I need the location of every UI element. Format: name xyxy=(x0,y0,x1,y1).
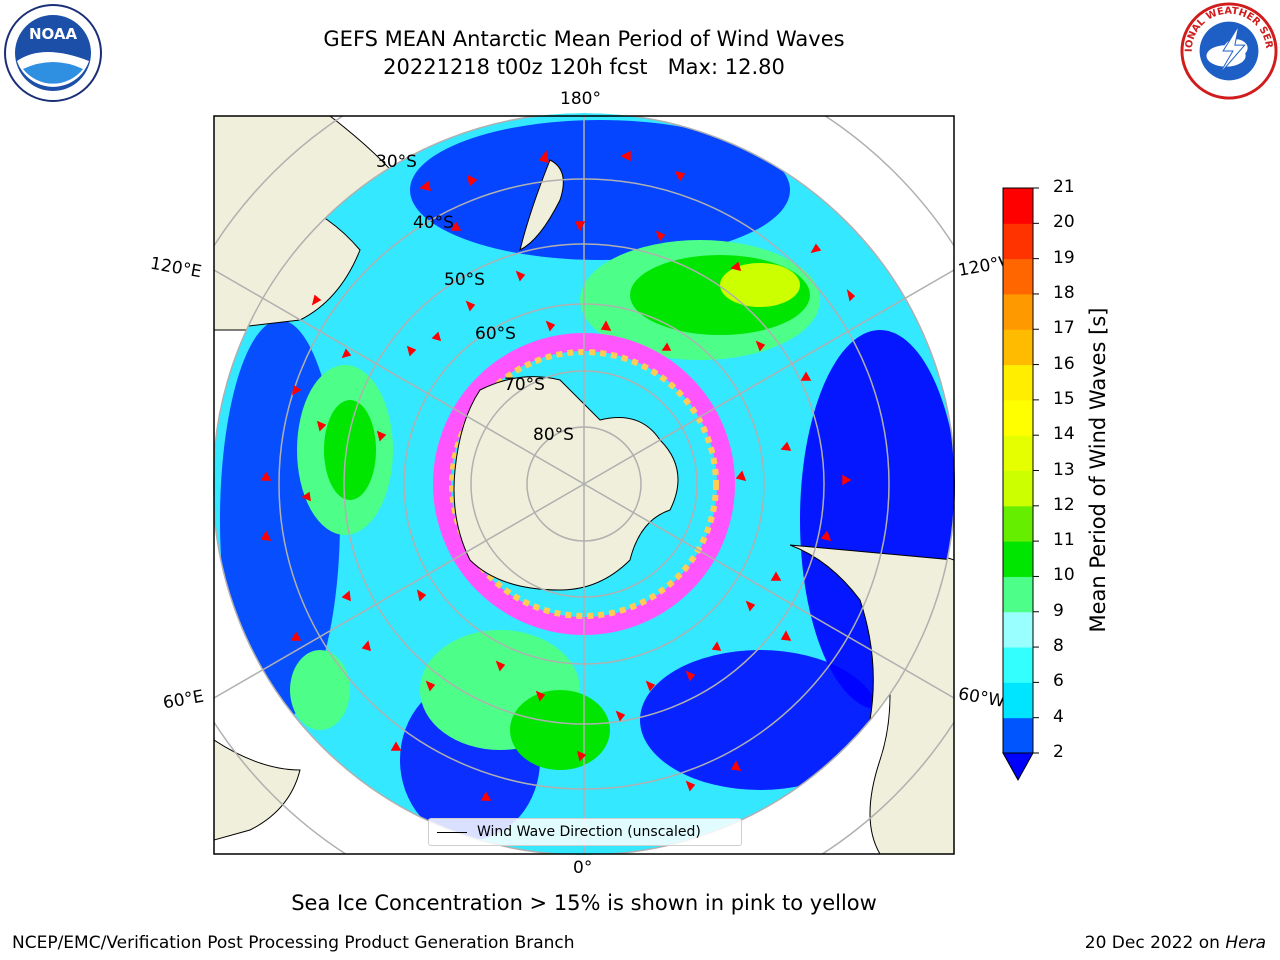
colorbar-tick-label: 18 xyxy=(1053,282,1075,303)
colorbar xyxy=(1002,187,1039,782)
colorbar-segment xyxy=(1003,647,1033,683)
footer-producer: NCEP/EMC/Verification Post Processing Pr… xyxy=(12,933,575,953)
chart-title: GEFS MEAN Antarctic Mean Period of Wind … xyxy=(323,27,845,51)
legend-label: Wind Wave Direction (unscaled) xyxy=(477,824,701,840)
map-legend: Wind Wave Direction (unscaled) xyxy=(428,818,742,846)
colorbar-tick-label: 19 xyxy=(1053,247,1075,268)
national-weather-service-logo: NATIONAL WEATHER SERVICE xyxy=(1180,2,1278,100)
graticule xyxy=(214,116,954,854)
colorbar-tick-label: 8 xyxy=(1053,636,1064,657)
colorbar-tick-label: 16 xyxy=(1053,353,1075,374)
colorbar-tick-label: 17 xyxy=(1053,318,1075,339)
wind-wave-arrows xyxy=(260,150,856,801)
colorbar-tick-label: 15 xyxy=(1053,388,1075,409)
colorbar-segment xyxy=(1003,223,1033,260)
chart-subtitle: 20221218 t00z 120h fcst Max: 12.80 xyxy=(383,55,785,79)
legend-line-swatch xyxy=(437,831,467,833)
colorbar-segment xyxy=(1003,541,1033,577)
colorbar-tick-label: 14 xyxy=(1053,424,1075,445)
lat-label-70s: 70°S xyxy=(504,375,545,395)
colorbar-tick-label: 2 xyxy=(1053,742,1064,762)
noaa-logo: NOAA xyxy=(4,4,102,102)
lat-label-60s: 60°S xyxy=(475,324,516,344)
colorbar-tick-label: 11 xyxy=(1053,530,1075,551)
colorbar-tick-label: 21 xyxy=(1053,177,1075,197)
colorbar-segment xyxy=(1003,682,1033,719)
colorbar-tick-label: 13 xyxy=(1053,459,1075,480)
lat-label-50s: 50°S xyxy=(444,270,485,290)
colorbar-tick-label: 6 xyxy=(1053,671,1064,692)
colorbar-segment xyxy=(1003,576,1033,613)
footer-date: 20 Dec 2022 on Hera xyxy=(1085,933,1266,953)
colorbar-segment xyxy=(1003,717,1033,754)
colorbar-segment xyxy=(1003,435,1033,471)
colorbar-segment xyxy=(1003,293,1033,330)
colorbar-segment xyxy=(1003,364,1033,401)
lon-label-0: 0° xyxy=(573,858,593,878)
colorbar-tick-label: 10 xyxy=(1053,565,1075,586)
sea-ice-note: Sea Ice Concentration > 15% is shown in … xyxy=(291,891,877,915)
colorbar-segment xyxy=(1003,505,1033,542)
colorbar-segment xyxy=(1003,258,1033,295)
svg-text:NOAA: NOAA xyxy=(29,25,78,43)
colorbar-tick-label: 20 xyxy=(1053,212,1075,233)
colorbar-segment xyxy=(1003,188,1033,224)
colorbar-segment xyxy=(1003,329,1033,366)
colorbar-label: Mean Period of Wind Waves [s] xyxy=(1086,307,1110,633)
colorbar-segment xyxy=(1003,399,1033,436)
lat-label-80s: 80°S xyxy=(533,425,574,445)
colorbar-tick-label: 4 xyxy=(1053,706,1064,727)
colorbar-segment xyxy=(1003,611,1033,648)
lat-label-30s: 30°S xyxy=(376,152,417,172)
footer-host: Hera xyxy=(1225,933,1266,953)
colorbar-segment xyxy=(1003,470,1033,507)
colorbar-tick-label: 9 xyxy=(1053,600,1064,621)
lon-label-180: 180° xyxy=(560,89,601,109)
colorbar-underflow xyxy=(1002,752,1034,782)
footer-date-text: 20 Dec 2022 on xyxy=(1084,933,1226,953)
colorbar-tick-label: 12 xyxy=(1053,494,1075,515)
lat-label-40s: 40°S xyxy=(413,213,454,233)
